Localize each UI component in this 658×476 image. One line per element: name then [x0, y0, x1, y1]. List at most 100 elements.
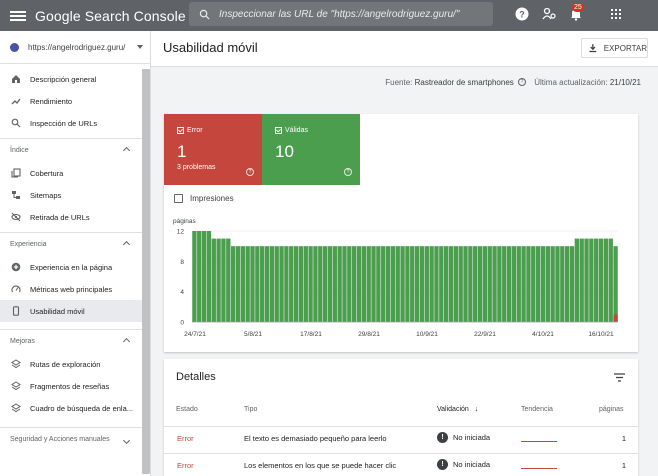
help-icon[interactable]: ? — [246, 168, 254, 176]
top-bar: Google Search Console ? 25 — [0, 0, 658, 31]
column-validacion[interactable]: Validación ↓ — [437, 406, 479, 413]
chevron-down-icon — [122, 436, 131, 445]
sidebar-item-url-inspection[interactable]: Inspección de URLs — [0, 112, 150, 134]
manage-account-icon[interactable] — [542, 7, 556, 21]
bar-valid — [332, 246, 337, 322]
section-indice[interactable]: Índice — [0, 138, 150, 162]
column-paginas[interactable]: páginas — [599, 406, 624, 413]
bar-valid — [487, 246, 492, 322]
bar-valid — [308, 246, 313, 322]
bar-valid — [274, 246, 279, 322]
page-title: Usabilidad móvil — [163, 40, 258, 55]
bar-valid — [429, 246, 434, 322]
apps-icon[interactable] — [609, 7, 623, 21]
chevron-up-icon — [122, 337, 131, 346]
bar-valid — [434, 246, 439, 322]
menu-icon[interactable] — [10, 10, 26, 21]
bar-valid — [390, 246, 396, 322]
x-tick-label: 22/9/21 — [474, 331, 496, 338]
bar-valid — [342, 246, 347, 322]
bar-valid — [492, 246, 497, 322]
sidebar-item-sitemaps[interactable]: Sitemaps — [0, 184, 150, 206]
checkbox-checked-icon[interactable] — [177, 127, 184, 134]
bar-valid — [255, 246, 260, 322]
chevron-up-icon — [122, 146, 131, 155]
sidebar-item-coverage[interactable]: Cobertura — [0, 162, 150, 184]
trending-icon — [11, 98, 21, 105]
divider — [164, 453, 638, 454]
sidebar-item-mobile-usability[interactable]: Usabilidad móvil — [0, 300, 150, 322]
impressions-toggle[interactable]: Impresiones — [174, 194, 234, 203]
bar-valid — [550, 246, 555, 322]
bar-valid — [608, 238, 613, 322]
sidebar-item-core-web-vitals[interactable]: Métricas web principales — [0, 278, 150, 300]
error-tile[interactable]: Error 1 3 problemas ? — [164, 114, 262, 185]
bar-valid — [216, 238, 221, 322]
speed-icon — [11, 285, 21, 293]
bar-valid — [245, 246, 250, 322]
bar-valid — [269, 246, 275, 322]
checkbox-icon[interactable] — [174, 194, 183, 203]
bar-valid — [584, 238, 589, 322]
export-button[interactable]: EXPORTAR — [581, 38, 648, 58]
bar-valid — [337, 246, 342, 322]
sidebar-item-page-experience[interactable]: Experiencia en la página — [0, 256, 150, 278]
file-copy-icon — [11, 168, 21, 178]
help-icon[interactable]: ? — [344, 168, 352, 176]
bar-valid — [603, 238, 609, 322]
search-input[interactable] — [219, 8, 489, 20]
sidebar: https://angelrodriguez.guru/ Descripción… — [0, 31, 151, 476]
search-bar[interactable] — [189, 2, 493, 26]
x-tick-label: 4/10/21 — [532, 331, 554, 338]
bar-valid — [410, 246, 415, 322]
sidebar-scrollbar[interactable] — [142, 69, 150, 474]
bar-valid — [526, 246, 531, 322]
section-seguridad[interactable]: Seguridad y Acciones manuales — [0, 427, 150, 461]
bar-valid — [347, 246, 352, 322]
section-mejoras[interactable]: Mejoras — [0, 329, 150, 353]
bar-valid — [250, 246, 255, 322]
dropdown-icon — [137, 45, 143, 49]
column-estado[interactable]: Estado — [176, 406, 198, 413]
help-icon[interactable]: ? — [518, 78, 527, 87]
sidebar-item-review-snippets[interactable]: Fragmentos de reseñas — [0, 375, 150, 397]
column-tendencia[interactable]: Tendencia — [521, 406, 553, 413]
bar-valid — [463, 246, 468, 322]
y-tick-label: 8 — [180, 259, 184, 266]
bar-valid — [327, 246, 333, 322]
row-2-tipo[interactable]: Los elementos en los que se puede hacer … — [244, 461, 397, 470]
help-icon[interactable]: ? — [515, 7, 529, 21]
sidebar-item-overview[interactable]: Descripción general — [0, 68, 150, 90]
row-2-validacion: ! No iniciada — [437, 459, 490, 470]
bar-valid — [303, 246, 308, 322]
bar-valid — [197, 231, 202, 322]
bar-valid — [598, 238, 604, 322]
bar-valid — [211, 238, 216, 322]
column-tipo[interactable]: Tipo — [244, 406, 258, 413]
filter-icon[interactable] — [614, 373, 625, 382]
layers-icon — [11, 359, 21, 369]
property-selector[interactable]: https://angelrodriguez.guru/ — [0, 31, 150, 64]
bar-valid — [313, 246, 318, 322]
bar-valid — [535, 246, 541, 322]
plus-circle-icon — [11, 262, 21, 272]
bar-valid — [419, 246, 425, 322]
bar-valid — [264, 246, 270, 322]
bar-valid — [206, 231, 212, 322]
row-1-tipo[interactable]: El texto es demasiado pequeño para leerl… — [244, 434, 387, 443]
app-logo[interactable]: Google Search Console — [35, 7, 186, 24]
sidebar-item-removals[interactable]: Retirada de URLs — [0, 206, 150, 228]
bar-valid — [424, 246, 429, 322]
section-experiencia[interactable]: Experiencia — [0, 232, 150, 256]
layers-icon — [11, 381, 21, 391]
checkbox-checked-icon[interactable] — [275, 127, 282, 134]
bar-valid — [226, 238, 231, 322]
sidebar-item-sitelinks-searchbox[interactable]: Cuadro de búsqueda de enla... — [0, 397, 150, 419]
sidebar-item-breadcrumbs[interactable]: Rutas de exploración — [0, 353, 150, 375]
bar-valid — [318, 246, 323, 322]
valid-tile[interactable]: Válidas 10 ? — [262, 114, 360, 185]
sidebar-item-performance[interactable]: Rendimiento — [0, 90, 150, 112]
bar-valid — [594, 238, 599, 322]
y-tick-label: 12 — [177, 229, 185, 236]
bar-valid — [395, 246, 400, 322]
